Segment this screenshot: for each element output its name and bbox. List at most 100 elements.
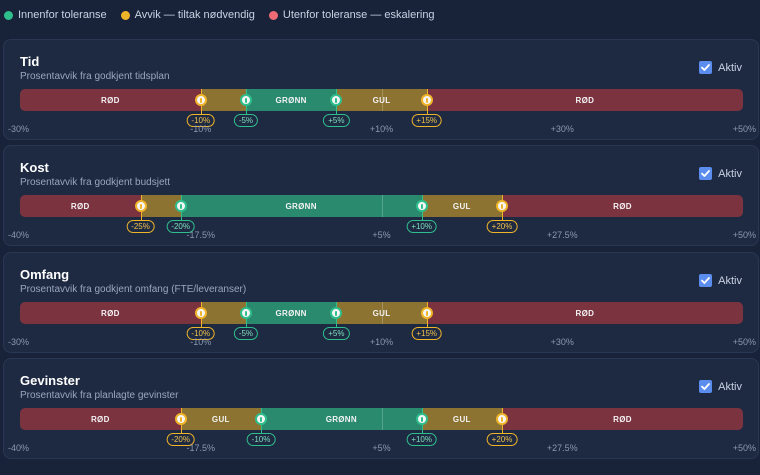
threshold-badge: +20% [486, 433, 518, 446]
axis-tick-label: -30% [8, 337, 30, 347]
threshold-badge: +20% [486, 220, 518, 233]
legend-label: Innenfor toleranse [18, 9, 107, 21]
active-toggle[interactable]: Aktiv [699, 61, 742, 74]
axis-tick-label: -40% [8, 230, 30, 240]
active-toggle[interactable]: Aktiv [699, 274, 742, 287]
threshold-handle[interactable] [194, 94, 207, 106]
threshold-badge: +5% [323, 327, 350, 340]
active-label: Aktiv [718, 380, 742, 393]
segment-yellow: GUL [421, 408, 502, 430]
legend-item-green: Innenfor toleranse [4, 9, 107, 21]
segment-red: RØD [20, 408, 181, 430]
threshold-handle[interactable] [420, 94, 433, 106]
axis-tick-label: +50% [732, 124, 756, 134]
card-title: Tid [20, 54, 40, 69]
zero-marker [381, 302, 383, 324]
tolerance-card-tid: Tid Prosentavvik fra godkjent tidsplan Akt… [3, 39, 759, 140]
threshold-handle[interactable] [415, 200, 428, 212]
axis-tick-label: +27.5% [546, 230, 578, 240]
active-checkbox[interactable] [699, 380, 713, 393]
axis-ticks: -40% -17.5% +5% +27.5% +50% [4, 230, 760, 242]
threshold-badge: -5% [233, 327, 259, 340]
segment-green: GRØNN [245, 302, 337, 324]
check-icon [701, 64, 711, 71]
legend-item-red: Utenfor toleranse — eskalering [268, 9, 435, 21]
axis-ticks: -40% -17.5% +5% +27.5% +50% [4, 443, 760, 455]
active-checkbox[interactable] [699, 274, 713, 287]
threshold-badge: -5% [233, 114, 259, 127]
active-toggle[interactable]: Aktiv [699, 167, 742, 180]
segment-red: RØD [502, 408, 743, 430]
threshold-handle[interactable] [194, 307, 207, 319]
axis-tick-label: +30% [550, 337, 574, 347]
tolerance-bar: RØD GRØNN GUL RØD -10% -5% +5% +15% [20, 89, 743, 127]
active-label: Aktiv [718, 274, 742, 287]
card-title: Kost [20, 160, 49, 175]
check-icon [701, 170, 711, 177]
axis-tick-label: -10% [190, 124, 212, 134]
threshold-handle[interactable] [420, 307, 433, 319]
threshold-handle[interactable] [330, 307, 343, 319]
axis-ticks: -30% -10% +10% +30% +50% [4, 124, 760, 136]
axis-tick-label: -17.5% [186, 230, 216, 240]
threshold-handle[interactable] [134, 200, 147, 212]
legend: Innenfor toleranse Avvik — tiltak nødven… [4, 8, 435, 22]
threshold-handle[interactable] [239, 94, 252, 106]
active-checkbox[interactable] [699, 167, 713, 180]
segment-red: RØD [502, 195, 743, 217]
threshold-badge: -10% [186, 327, 216, 340]
axis-tick-label: +50% [732, 230, 756, 240]
axis-tick-label: -17.5% [186, 443, 216, 453]
threshold-badge: +5% [323, 114, 350, 127]
legend-item-yellow: Avvik — tiltak nødvendig [120, 9, 255, 21]
threshold-badge: -10% [186, 114, 216, 127]
card-subtitle: Prosentavvik fra godkjent tidsplan [20, 71, 170, 82]
segment-green: GRØNN [245, 89, 337, 111]
segment-yellow [200, 89, 246, 111]
axis-tick-label: -30% [8, 124, 30, 134]
axis-tick-label: -10% [190, 337, 212, 347]
segment-yellow [140, 195, 181, 217]
check-icon [701, 383, 711, 390]
segment-red: RØD [426, 89, 743, 111]
active-checkbox[interactable] [699, 61, 713, 74]
threshold-handle[interactable] [496, 413, 508, 425]
green-dot-icon [4, 10, 13, 20]
segment-red: RØD [20, 195, 141, 217]
threshold-handle[interactable] [496, 200, 508, 212]
threshold-handle[interactable] [415, 413, 428, 425]
segment-yellow [200, 302, 246, 324]
segment-green: GRØNN [261, 408, 422, 430]
threshold-handle[interactable] [239, 307, 252, 319]
segment-yellow: GUL [336, 89, 427, 111]
segment-red: RØD [426, 302, 743, 324]
axis-tick-label: -40% [8, 443, 30, 453]
card-subtitle: Prosentavvik fra godkjent budsjett [20, 177, 171, 188]
segment-yellow: GUL [336, 302, 427, 324]
threshold-handle[interactable] [174, 413, 187, 425]
threshold-handle[interactable] [255, 413, 267, 425]
threshold-handle[interactable] [330, 94, 343, 106]
threshold-badge: +15% [411, 114, 443, 127]
zero-marker [381, 89, 383, 111]
threshold-badge: +10% [406, 220, 437, 233]
active-toggle[interactable]: Aktiv [699, 380, 742, 393]
threshold-badge: -10% [246, 433, 276, 446]
tolerance-bar: RØD GRØNN GUL RØD -10% -5% +5% +15% [20, 302, 743, 340]
axis-tick-label: +5% [372, 443, 391, 453]
axis-tick-label: +50% [732, 443, 756, 453]
axis-tick-label: +10% [369, 337, 394, 347]
axis-tick-label: +50% [732, 337, 756, 347]
threshold-badge: +10% [406, 433, 437, 446]
threshold-handle[interactable] [174, 200, 187, 212]
axis-tick-label: +27.5% [546, 443, 578, 453]
threshold-badge: +15% [411, 327, 443, 340]
card-subtitle: Prosentavvik fra planlagte gevinster [20, 390, 179, 401]
tolerance-card-omfang: Omfang Prosentavvik fra godkjent omfang (… [3, 252, 759, 353]
legend-label: Avvik — tiltak nødvendig [134, 9, 255, 21]
zero-marker [381, 195, 383, 217]
segment-green: GRØNN [180, 195, 422, 217]
axis-tick-label: +10% [369, 124, 394, 134]
check-icon [701, 277, 711, 284]
axis-tick-label: +5% [372, 230, 391, 240]
